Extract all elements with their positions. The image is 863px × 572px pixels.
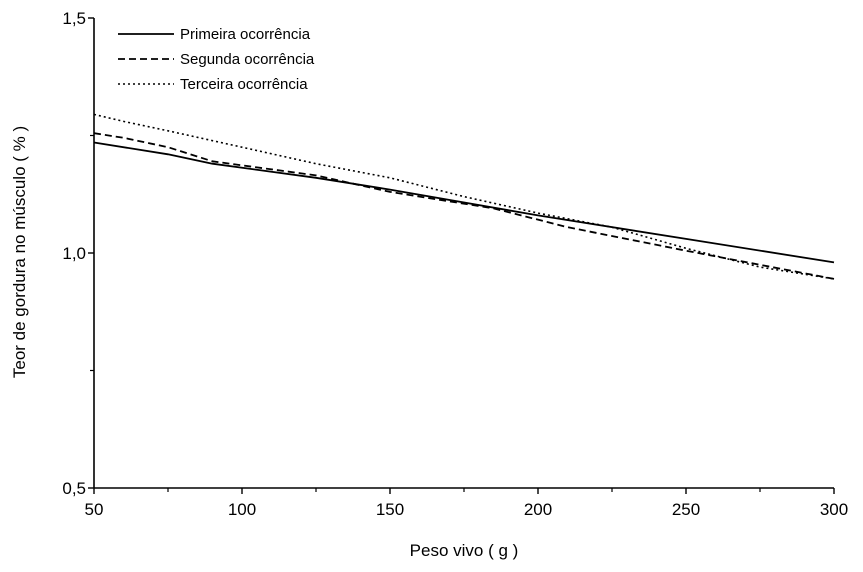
axis-tick-labels: 50 100 150 200 250 300 0,5 1,0 1,5 bbox=[62, 9, 848, 519]
x-tick-label: 300 bbox=[820, 500, 848, 519]
legend-label-3: Terceira ocorrência bbox=[180, 76, 308, 93]
series-line-2 bbox=[93, 132, 835, 280]
series-lines bbox=[93, 113, 835, 280]
x-tick-label: 250 bbox=[672, 500, 700, 519]
y-tick-label: 1,0 bbox=[62, 244, 86, 263]
axis-ticks bbox=[88, 17, 835, 494]
x-tick-label: 100 bbox=[228, 500, 256, 519]
y-axis-title: Teor de gordura no músculo ( % ) bbox=[10, 126, 29, 378]
y-tick-label: 1,5 bbox=[62, 9, 86, 28]
series-line-3 bbox=[93, 113, 835, 280]
x-tick-label: 50 bbox=[85, 500, 104, 519]
x-tick-label: 150 bbox=[376, 500, 404, 519]
legend: Primeira ocorrência Segunda ocorrência Ter… bbox=[118, 26, 315, 93]
legend-label-1: Primeira ocorrência bbox=[180, 26, 311, 43]
x-axis-title: Peso vivo ( g ) bbox=[410, 541, 519, 560]
series-line-1 bbox=[93, 141, 835, 264]
y-tick-label: 0,5 bbox=[62, 479, 86, 498]
legend-label-2: Segunda ocorrência bbox=[180, 51, 315, 68]
x-tick-label: 200 bbox=[524, 500, 552, 519]
